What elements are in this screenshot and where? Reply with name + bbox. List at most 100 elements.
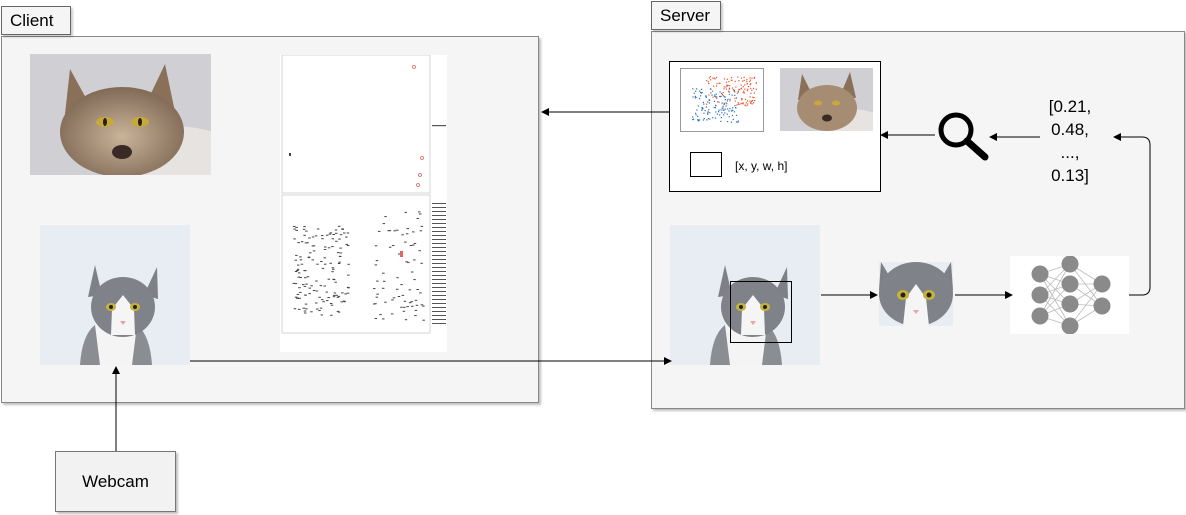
tsne-point xyxy=(373,288,376,290)
tsne-point xyxy=(418,250,421,252)
scatter-point xyxy=(721,92,723,95)
scatter-point xyxy=(707,112,709,114)
scatter-point xyxy=(725,81,727,83)
tsne-point xyxy=(409,245,413,246)
scatter-point xyxy=(737,103,739,105)
scatter-point xyxy=(724,112,726,114)
tsne-point xyxy=(347,263,350,265)
scatter-point xyxy=(717,101,719,103)
scatter-point xyxy=(731,79,733,81)
scatter-point xyxy=(738,80,740,82)
maine-coon-photo xyxy=(30,54,211,175)
tsne-point xyxy=(397,253,401,255)
scatter-point xyxy=(739,88,741,91)
tsne-point xyxy=(294,283,298,285)
tsne-point xyxy=(419,213,422,215)
scatter-point xyxy=(742,102,744,104)
scatter-point xyxy=(733,111,736,113)
tsne-point xyxy=(396,229,399,231)
scatter-point xyxy=(721,112,723,114)
scatter-point xyxy=(749,96,751,98)
scatter-point xyxy=(741,99,743,101)
tsne-point xyxy=(297,242,300,244)
scatter-point xyxy=(719,114,721,116)
tsne-point xyxy=(329,232,332,234)
scatter-point xyxy=(695,88,698,90)
scatter-point xyxy=(729,87,731,89)
scatter-point xyxy=(705,106,707,108)
tsne-point xyxy=(413,259,416,261)
scatter-point xyxy=(711,94,713,96)
scatter-point xyxy=(710,88,712,90)
tsne-point xyxy=(316,263,319,265)
scatter-point xyxy=(739,103,741,105)
scatter-point xyxy=(703,118,705,120)
tsne-point xyxy=(315,280,318,282)
tsne-point xyxy=(379,314,382,316)
tsne-point xyxy=(304,270,307,272)
scatter-point xyxy=(707,81,709,83)
tsne-point xyxy=(330,314,333,316)
scatter-point xyxy=(750,83,752,85)
tsne-point xyxy=(346,232,350,234)
scatter-point xyxy=(725,88,727,90)
tsne-point xyxy=(331,238,335,240)
tsne-point xyxy=(393,230,396,232)
embedding-line: [0.21, xyxy=(1048,97,1092,116)
scatter-point xyxy=(726,84,728,86)
scatter-point xyxy=(730,79,732,81)
magnifier-icon xyxy=(936,110,990,162)
tsne-point xyxy=(342,300,346,302)
scatter-point xyxy=(747,100,749,102)
scatter-point xyxy=(708,102,710,104)
tsne-point xyxy=(420,262,423,264)
tsne-point xyxy=(333,292,337,294)
tsne-point xyxy=(414,299,418,301)
tsne-point xyxy=(413,242,417,244)
scatter-point xyxy=(729,100,731,102)
scatter-point xyxy=(732,107,734,109)
scatter-point xyxy=(708,77,710,79)
scatter-point xyxy=(713,100,716,102)
nn-node xyxy=(1031,286,1049,304)
scatter-point xyxy=(718,101,720,103)
tsne-point xyxy=(335,232,338,234)
scatter-point xyxy=(728,81,730,83)
tsne-point xyxy=(304,242,308,244)
scatter-point xyxy=(744,104,746,107)
tsne-point xyxy=(310,285,313,287)
tsne-point xyxy=(299,256,302,258)
scatter-point xyxy=(742,103,744,105)
scatter-point xyxy=(697,105,699,107)
neural-network-icon xyxy=(1010,255,1129,335)
scatter-point xyxy=(741,87,743,89)
nn-edge xyxy=(1039,263,1071,317)
scatter-point xyxy=(734,91,736,93)
scatter-point xyxy=(706,80,708,82)
tsne-point xyxy=(343,232,346,234)
scatter-point xyxy=(740,84,742,86)
tsne-point xyxy=(374,245,378,247)
tsne-point xyxy=(419,292,422,294)
scatter-point xyxy=(719,91,721,93)
scatter-point xyxy=(709,112,711,114)
tsne-point xyxy=(401,294,405,296)
tsne-point xyxy=(296,268,300,270)
tsne-point xyxy=(336,310,340,312)
scatter-point xyxy=(704,110,706,112)
nn-edge xyxy=(1069,263,1103,307)
tsne-point xyxy=(345,236,348,238)
tsne-point xyxy=(325,300,329,302)
scatter-point xyxy=(713,107,715,109)
scatter-point xyxy=(723,114,725,116)
scatter-point xyxy=(711,90,714,92)
scatter-point xyxy=(719,95,721,98)
scatter-point xyxy=(702,119,704,121)
scatter-point xyxy=(724,99,726,101)
scatter-point xyxy=(737,102,739,104)
tsne-point xyxy=(298,297,301,299)
face-detection-box xyxy=(730,281,792,343)
tsne-point xyxy=(407,261,410,263)
tsne-point xyxy=(331,246,334,248)
scatter-point xyxy=(749,79,752,81)
